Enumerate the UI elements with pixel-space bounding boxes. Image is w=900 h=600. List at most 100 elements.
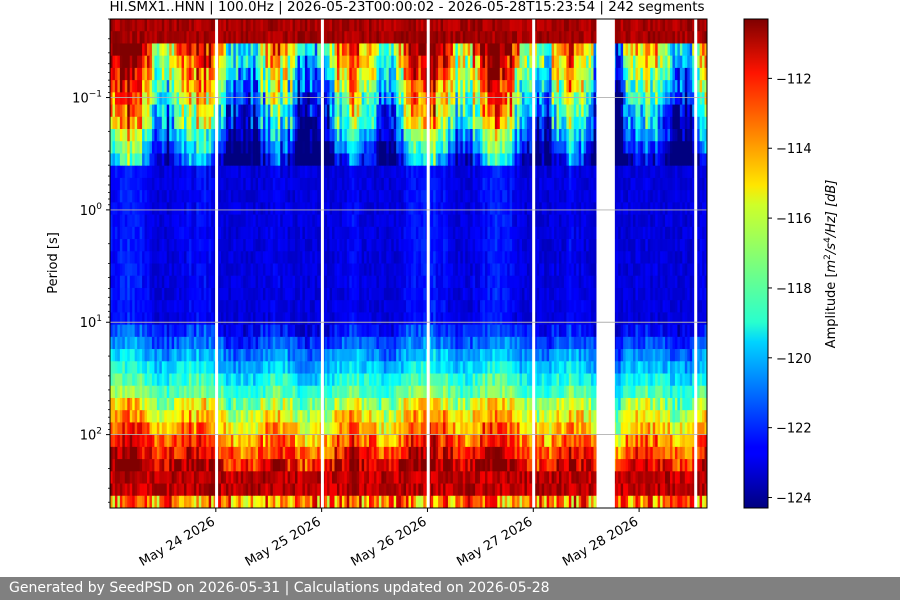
heatmap-cell — [625, 104, 629, 118]
heatmap-cell — [699, 80, 703, 93]
heatmap-cell — [642, 19, 646, 32]
heatmap-cell — [420, 19, 424, 32]
heatmap-cell — [410, 80, 414, 93]
heatmap-cell — [307, 251, 311, 264]
heatmap-cell — [149, 43, 153, 57]
heatmap-cell — [230, 226, 234, 240]
heatmap-cell — [359, 67, 363, 81]
heatmap-cell — [398, 177, 402, 191]
heatmap-cell — [258, 19, 261, 32]
heatmap-cell — [147, 116, 150, 130]
heatmap-cell — [373, 226, 377, 240]
heatmap-cell — [341, 263, 345, 277]
heatmap-cell — [692, 92, 696, 105]
heatmap-cell — [393, 263, 397, 277]
heatmap-cell — [290, 19, 293, 32]
heatmap-cell — [568, 55, 572, 69]
heatmap-cell — [122, 92, 126, 105]
heatmap-cell — [156, 202, 160, 216]
heatmap-cell — [361, 202, 365, 216]
heatmap-cell — [546, 92, 550, 105]
heatmap-cell — [112, 19, 116, 32]
heatmap-cell — [341, 202, 345, 216]
heatmap-cell — [356, 153, 360, 167]
heatmap-cell — [262, 129, 266, 142]
heatmap-cell — [359, 190, 363, 203]
heatmap-cell — [650, 153, 654, 167]
heatmap-cell — [687, 214, 691, 228]
heatmap-cell — [134, 190, 138, 203]
heatmap-cell — [388, 80, 392, 93]
heatmap-cell — [149, 202, 153, 216]
heatmap-cell — [381, 214, 385, 228]
heatmap-cell — [354, 251, 358, 264]
heatmap-cell — [499, 239, 503, 252]
heatmap-cell — [521, 31, 525, 44]
heatmap-cell — [526, 80, 530, 93]
heatmap-cell — [181, 116, 185, 130]
heatmap-cell — [484, 92, 488, 105]
heatmap-cell — [245, 214, 249, 228]
heatmap-cell — [514, 92, 518, 105]
heatmap-cell — [253, 141, 256, 154]
heatmap-cell — [457, 43, 461, 57]
heatmap-cell — [465, 251, 469, 264]
heatmap-cell — [134, 104, 138, 118]
heatmap-cell — [366, 67, 370, 81]
heatmap-cell — [124, 55, 128, 69]
heatmap-cell — [255, 67, 259, 81]
heatmap-cell — [645, 153, 649, 167]
heatmap-cell — [218, 202, 222, 216]
heatmap-cell — [364, 177, 367, 191]
heatmap-cell — [509, 116, 513, 130]
heatmap-cell — [344, 153, 348, 167]
heatmap-cell — [290, 92, 293, 105]
heatmap-cell — [341, 153, 345, 167]
heatmap-cell — [415, 92, 419, 105]
heatmap-cell — [660, 202, 663, 216]
heatmap-cell — [470, 43, 474, 57]
heatmap-cell — [573, 251, 577, 264]
heatmap-cell — [667, 43, 671, 57]
heatmap-cell — [662, 55, 666, 69]
heatmap-cell — [364, 165, 367, 179]
heatmap-cell — [132, 104, 136, 118]
heatmap-cell — [637, 67, 641, 81]
heatmap-cell — [373, 239, 377, 252]
heatmap-cell — [645, 202, 649, 216]
heatmap-cell — [457, 190, 461, 203]
heatmap-cell — [519, 190, 523, 203]
heatmap-cell — [369, 104, 372, 118]
heatmap-cell — [637, 190, 641, 203]
heatmap-cell — [403, 239, 407, 252]
heatmap-cell — [406, 251, 409, 264]
heatmap-cell — [373, 104, 377, 118]
heatmap-cell — [112, 43, 116, 57]
heatmap-cell — [230, 177, 234, 191]
heatmap-cell — [423, 226, 427, 240]
heatmap-cell — [327, 263, 330, 277]
heatmap-cell — [373, 263, 377, 277]
heatmap-cell — [672, 214, 676, 228]
heatmap-cell — [361, 251, 365, 264]
heatmap-cell — [519, 92, 523, 105]
heatmap-cell — [198, 141, 202, 154]
heatmap-cell — [179, 214, 182, 228]
heatmap-cell — [230, 239, 234, 252]
heatmap-cell — [647, 129, 651, 142]
heatmap-cell — [462, 153, 466, 167]
heatmap-cell — [169, 251, 173, 264]
heatmap-cell — [122, 43, 126, 57]
heatmap-cell — [366, 263, 370, 277]
heatmap-cell — [144, 43, 148, 57]
heatmap-cell — [154, 153, 158, 167]
heatmap-cell — [112, 239, 116, 252]
heatmap-cell — [238, 190, 242, 203]
heatmap-cell — [578, 177, 582, 191]
heatmap-cell — [566, 251, 570, 264]
heatmap-cell — [110, 141, 113, 154]
heatmap-cell — [381, 202, 385, 216]
heatmap-cell — [689, 226, 693, 240]
heatmap-cell — [299, 67, 303, 81]
heatmap-cell — [470, 129, 474, 142]
